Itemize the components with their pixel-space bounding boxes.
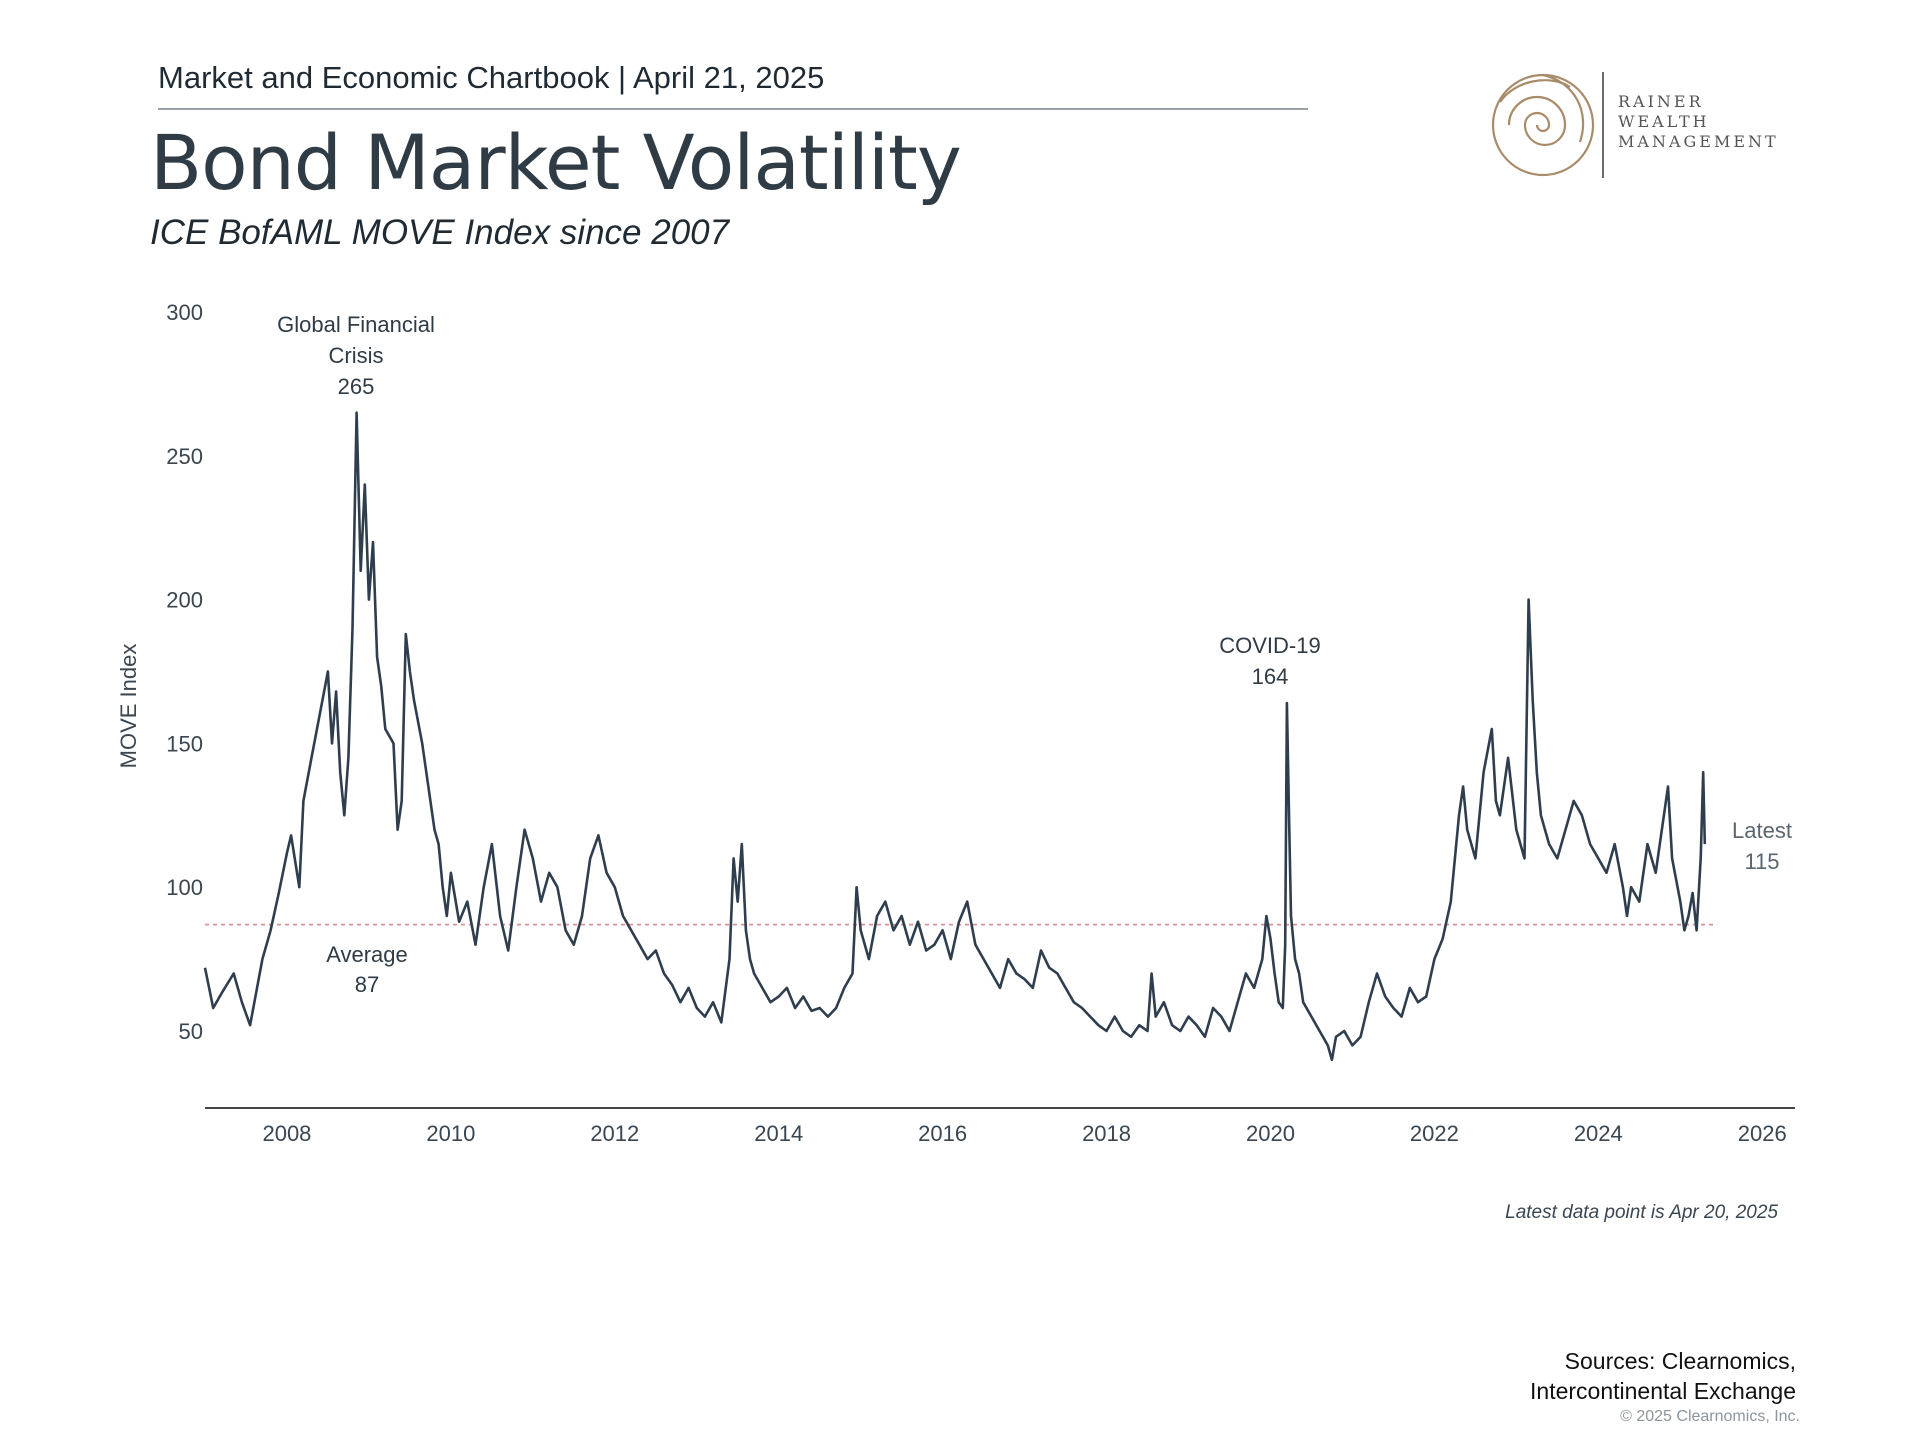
x-tick-label: 2012 [590,1121,639,1146]
logo-line: RAINER [1618,92,1704,111]
gfc-annotation-label: Crisis [329,343,384,368]
x-tick-label: 2008 [262,1121,311,1146]
move-index-series-line [203,411,1707,1062]
brand-logo: RAINER WEALTH MANAGEMENT [1490,72,1790,182]
logo-text: RAINER WEALTH MANAGEMENT [1618,92,1779,152]
header-divider [158,108,1308,110]
latest-annotation-label: Latest [1732,818,1792,843]
chart-footnote: Latest data point is Apr 20, 2025 [1505,1202,1778,1223]
y-tick-label: 250 [166,444,203,469]
move-index-chart: 50 100 150 200 250 300 2008 2010 2012 2014 2016 201… [116,300,1795,1146]
x-tick-label: 2010 [426,1121,475,1146]
x-tick-label: 2016 [918,1121,967,1146]
y-tick-label: 300 [166,300,203,325]
doc-title: Market and Economic Chartbook | April 21… [158,60,825,95]
x-tick-label: 2018 [1082,1121,1131,1146]
x-tick-label: 2020 [1246,1121,1295,1146]
y-tick-label: 100 [166,875,203,900]
covid-annotation-label: COVID-19 [1219,633,1320,658]
logo-line: WEALTH [1618,112,1710,131]
x-tick-label: 2014 [754,1121,803,1146]
y-tick-label: 50 [179,1019,203,1044]
logo-divider [1602,72,1604,178]
logo-line: MANAGEMENT [1618,132,1779,151]
y-tick-label: 200 [166,588,203,613]
covid-annotation-label: 164 [1252,664,1289,689]
gfc-annotation-label: 265 [338,374,375,399]
sources-line: Intercontinental Exchange [1530,1378,1796,1404]
spiral-logo-icon [1491,73,1595,177]
x-tick-label: 2024 [1574,1121,1623,1146]
sources-line: Sources: Clearnomics, [1564,1348,1796,1374]
page-subtitle: ICE BofAML MOVE Index since 2007 [150,213,730,252]
page-title: Bond Market Volatility [150,118,962,207]
average-label: Average [326,942,408,967]
y-axis-label: MOVE Index [116,644,141,769]
y-tick-label: 150 [166,731,203,756]
x-tick-label: 2022 [1410,1121,1459,1146]
gfc-annotation-label: Global Financial [277,312,435,337]
x-tick-label: 2026 [1738,1121,1787,1146]
average-value-label: 87 [355,972,379,997]
copyright: © 2025 Clearnomics, Inc. [1620,1408,1800,1425]
latest-annotation-label: 115 [1744,849,1779,874]
sources: Sources: Clearnomics, Intercontinental E… [1530,1346,1796,1406]
